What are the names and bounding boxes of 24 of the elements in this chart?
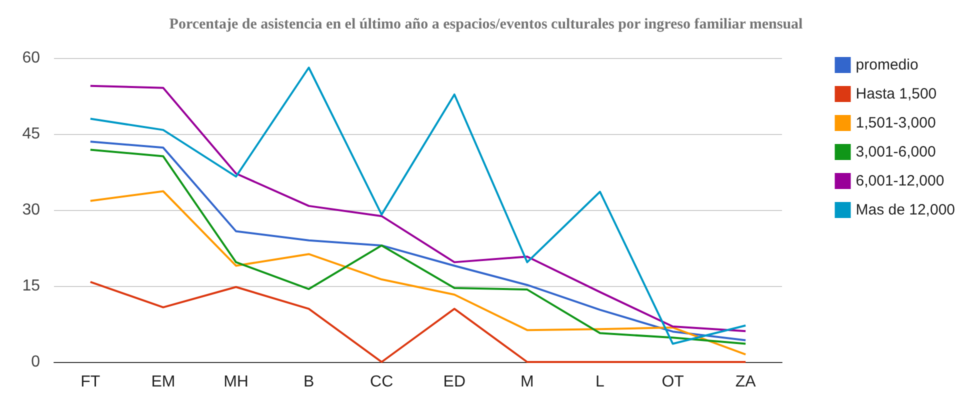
x-tick-label: MH xyxy=(224,374,248,390)
y-tick-label: 60 xyxy=(22,50,40,66)
x-tick-label: CC xyxy=(370,374,394,390)
x-tick-label: L xyxy=(596,374,605,390)
x-tick-label: FT xyxy=(80,374,100,390)
x-tick-label: EM xyxy=(151,374,176,390)
legend-label: 3,001-6,000 xyxy=(856,144,936,160)
line-series xyxy=(89,280,747,363)
x-tick-label: ZA xyxy=(735,374,756,390)
x-tick-label: M xyxy=(520,374,534,390)
y-tick-label: 0 xyxy=(31,354,40,370)
legend-label: 1,501-3,000 xyxy=(856,114,936,132)
legend-label: Mas de 12,000 xyxy=(856,202,956,218)
legend-label: promedio xyxy=(856,56,918,74)
line-series xyxy=(89,190,747,356)
chart-title: Porcentaje de asistencia en el último año a espacios/eventos culturales por ingreso familiar mensual xyxy=(169,16,803,32)
y-tick-label: 30 xyxy=(22,202,40,218)
x-tick-label: ED xyxy=(443,374,466,390)
y-tick-label: 45 xyxy=(22,126,40,142)
legend-label: 6,001-12,000 xyxy=(856,172,944,190)
x-tick-label: B xyxy=(303,374,314,390)
x-tick-label: OT xyxy=(662,374,684,390)
y-tick-label: 15 xyxy=(22,278,40,294)
legend-label: Hasta 1,500 xyxy=(856,86,937,102)
